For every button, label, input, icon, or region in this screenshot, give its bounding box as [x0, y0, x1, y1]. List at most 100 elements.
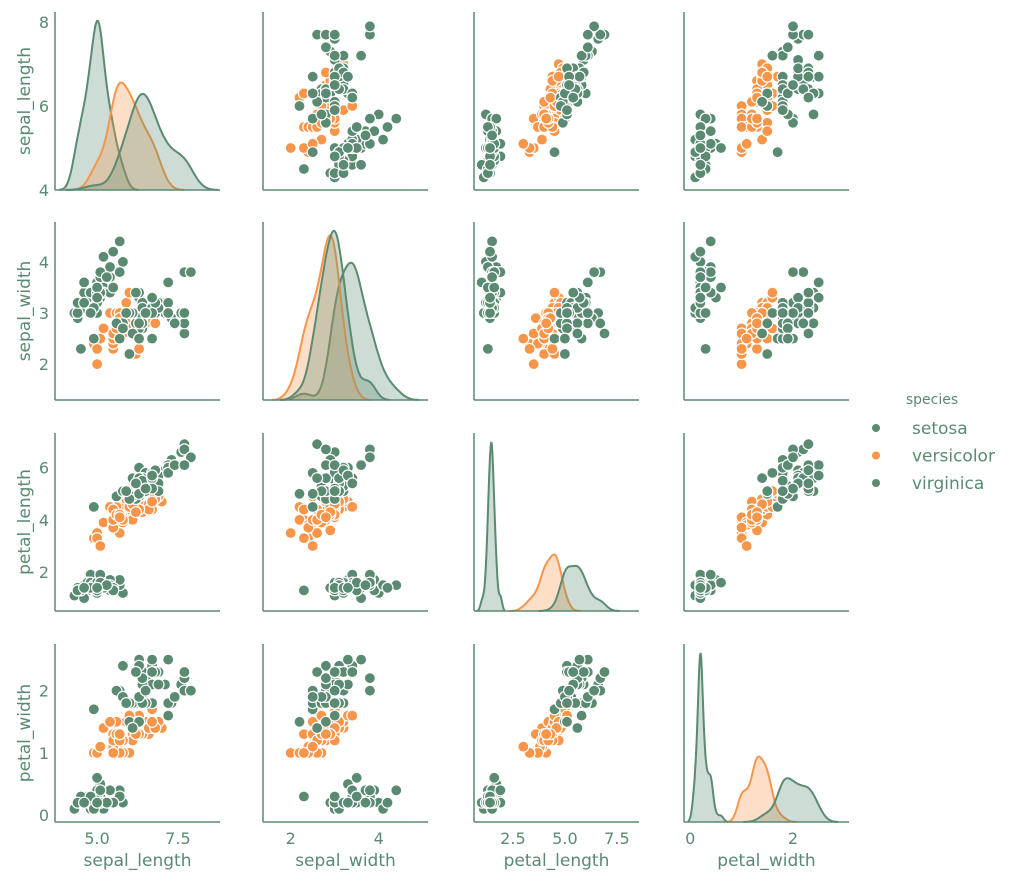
- subplot-petal_length-vs-petal_length: [473, 433, 639, 612]
- point-virginica: [575, 709, 588, 722]
- subplot-petal_width-vs-petal_length: [473, 644, 639, 823]
- point-setosa: [77, 276, 91, 289]
- x-tick-label: 2: [286, 829, 296, 848]
- point-virginica: [802, 306, 815, 320]
- point-virginica: [786, 266, 800, 279]
- point-setosa: [714, 576, 728, 589]
- point-virginica: [178, 327, 191, 340]
- y-tick-label: 6: [39, 459, 49, 478]
- point-setosa: [350, 120, 363, 134]
- point-virginica: [567, 665, 580, 679]
- point-virginica: [771, 146, 784, 159]
- kde-line-setosa: [280, 261, 419, 401]
- point-setosa: [486, 129, 499, 142]
- point-virginica: [120, 696, 133, 710]
- point-setosa: [97, 250, 110, 263]
- point-setosa: [694, 581, 707, 594]
- point-setosa: [355, 158, 368, 171]
- point-versicolor: [735, 342, 748, 355]
- point-versicolor: [306, 539, 319, 553]
- point-virginica: [812, 291, 825, 304]
- x-tick-label: 2.5: [500, 829, 525, 848]
- point-setosa: [77, 796, 91, 809]
- point-virginica: [594, 317, 607, 330]
- point-virginica: [311, 721, 324, 735]
- point-setosa: [694, 245, 707, 258]
- point-virginica: [162, 276, 175, 289]
- y-tick-label: 3: [39, 304, 49, 323]
- point-setosa: [94, 784, 107, 797]
- point-setosa: [714, 141, 728, 155]
- subplot-sepal_length-vs-petal_length: [473, 12, 639, 191]
- point-versicolor: [517, 332, 530, 345]
- x-axis-label: sepal_length: [84, 851, 192, 871]
- point-virginica: [328, 684, 341, 697]
- point-virginica: [139, 306, 152, 320]
- point-virginica: [139, 482, 152, 495]
- subplot-sepal_width-vs-sepal_length: [54, 222, 220, 401]
- subplot-sepal_width-vs-petal_length: [473, 222, 639, 401]
- point-virginica: [776, 104, 789, 117]
- point-versicolor: [540, 317, 553, 330]
- point-virginica: [363, 20, 376, 33]
- point-virginica: [168, 317, 181, 330]
- point-virginica: [116, 322, 130, 335]
- point-virginica: [567, 286, 580, 299]
- subplot-petal_width-vs-sepal_width: [262, 644, 428, 823]
- point-versicolor: [284, 526, 297, 540]
- point-virginica: [116, 659, 130, 672]
- point-versicolor: [544, 91, 557, 104]
- kde-fill-versicolor: [71, 82, 185, 190]
- point-virginica: [184, 451, 197, 464]
- point-versicolor: [94, 740, 107, 753]
- point-setosa: [337, 158, 350, 171]
- point-virginica: [573, 70, 586, 83]
- point-setosa: [350, 790, 363, 803]
- point-versicolor: [535, 133, 549, 146]
- point-virginica: [146, 291, 159, 304]
- subplot-petal_width-vs-petal_width: [683, 644, 849, 823]
- x-tick-label: 5.0: [552, 829, 577, 848]
- point-virginica: [548, 146, 561, 159]
- x-axis-label: petal_width: [717, 851, 815, 871]
- point-virginica: [346, 665, 359, 679]
- point-setosa: [694, 291, 707, 304]
- point-virginica: [133, 332, 146, 345]
- y-tick-label: 4: [39, 511, 49, 530]
- point-virginica: [133, 317, 146, 330]
- point-versicolor: [120, 296, 133, 309]
- point-versicolor: [740, 137, 753, 150]
- point-versicolor: [761, 70, 774, 83]
- point-versicolor: [311, 526, 324, 540]
- point-virginica: [807, 108, 820, 121]
- subplot-sepal_width-vs-petal_width: [683, 222, 849, 401]
- point-virginica: [802, 28, 815, 41]
- point-virginica: [776, 306, 789, 320]
- point-setosa: [483, 141, 497, 155]
- point-virginica: [761, 485, 774, 498]
- point-versicolor: [319, 511, 332, 524]
- point-virginica: [328, 696, 341, 710]
- point-virginica: [363, 451, 376, 464]
- point-versicolor: [103, 715, 117, 728]
- kde-fill-virginica: [280, 230, 390, 400]
- point-virginica: [306, 146, 319, 159]
- subplot-sepal_width-vs-sepal_width: [262, 222, 428, 401]
- point-virginica: [129, 665, 142, 679]
- point-virginica: [178, 665, 191, 679]
- subplot-petal_length-vs-sepal_width: [262, 433, 428, 612]
- point-virginica: [113, 332, 126, 345]
- point-virginica: [786, 78, 800, 92]
- y-axis-label: petal_length: [15, 469, 35, 575]
- point-virginica: [812, 459, 825, 472]
- point-virginica: [786, 20, 800, 33]
- point-versicolor: [750, 317, 764, 330]
- point-virginica: [802, 286, 815, 299]
- y-tick-label: 2: [39, 682, 49, 701]
- point-virginica: [311, 472, 324, 485]
- point-versicolor: [523, 342, 536, 355]
- point-setosa: [90, 771, 104, 784]
- point-setosa: [704, 235, 717, 248]
- y-tick-label: 4: [39, 181, 49, 200]
- point-setosa: [90, 581, 104, 594]
